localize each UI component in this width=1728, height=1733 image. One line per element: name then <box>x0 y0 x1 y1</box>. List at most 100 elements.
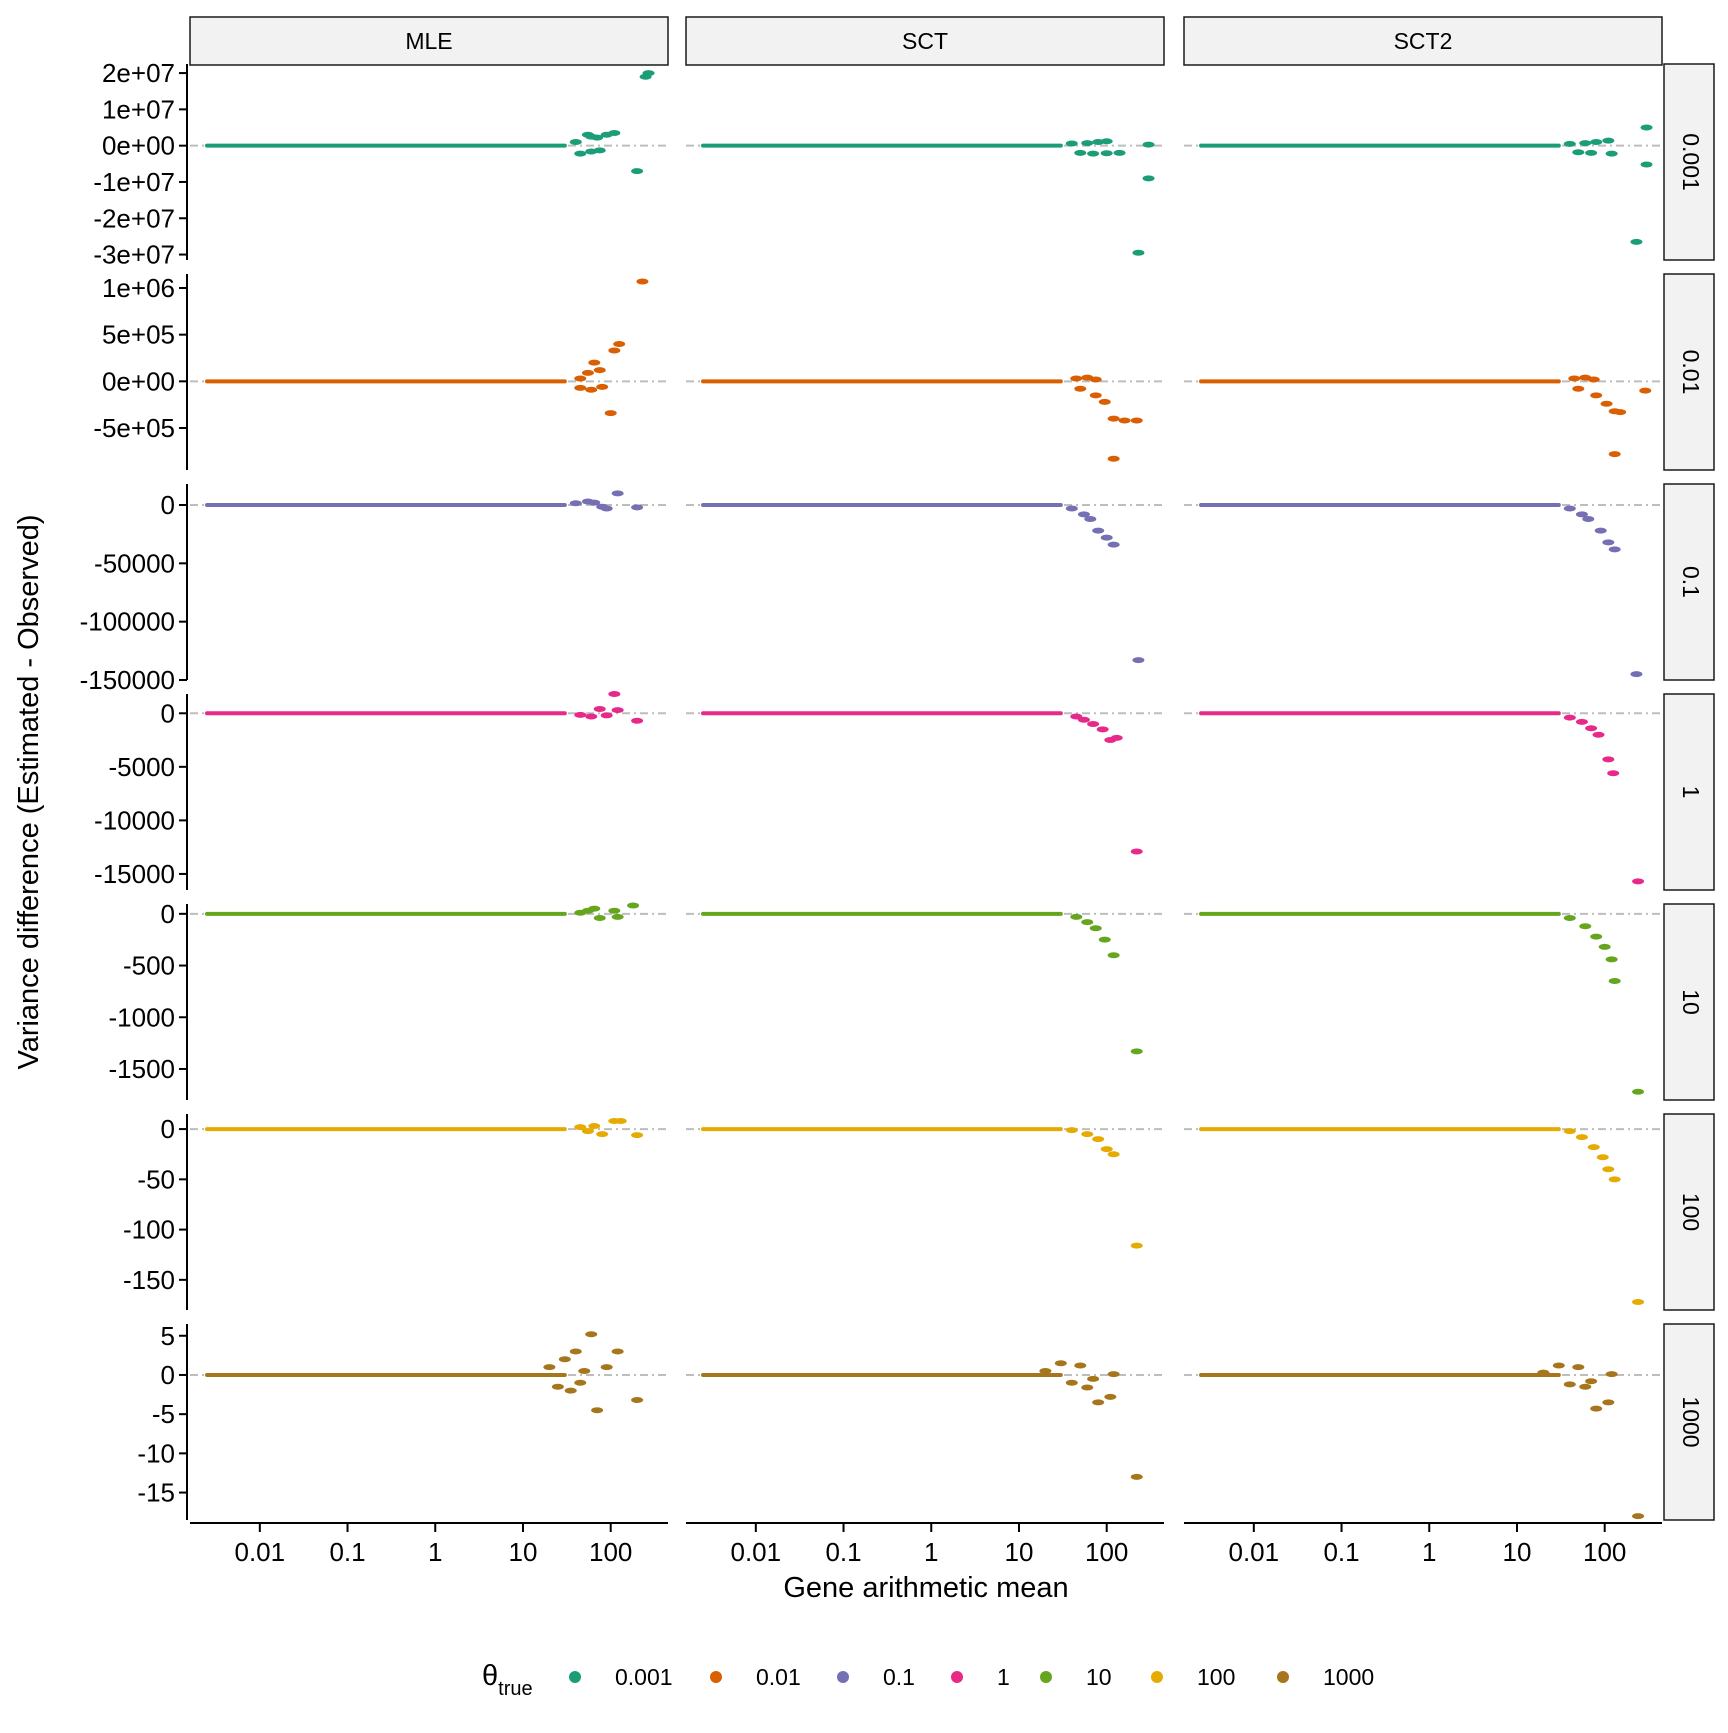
data-point <box>1563 714 1576 721</box>
data-point <box>1563 1381 1576 1388</box>
data-point <box>1107 415 1120 422</box>
row-strip-label: 0.001 <box>1678 133 1704 191</box>
data-point <box>1081 1131 1094 1138</box>
facet-row-0.1: 0.1 0 -50000 -100000 -150000 <box>80 483 1715 695</box>
legend-label: 10 <box>1086 1664 1112 1690</box>
panel-sct2-0.01 <box>1184 374 1662 458</box>
data-point <box>1087 1375 1100 1382</box>
data-point <box>578 1368 591 1375</box>
data-point <box>636 278 649 285</box>
data-point <box>1632 1513 1645 1520</box>
data-point <box>631 168 644 175</box>
row-strip <box>1663 1113 1715 1311</box>
data-point <box>1607 770 1620 777</box>
data-point <box>1605 1371 1618 1378</box>
panel-mle-0.001 <box>190 70 668 175</box>
data-point <box>614 1118 627 1125</box>
legend-key <box>1277 1671 1289 1683</box>
facet-row-1: 1 0 -5000 -10000 -15000 <box>94 691 1715 891</box>
y-tick-label: -150 <box>123 1265 175 1295</box>
x-tick-label: 0.01 <box>235 1537 286 1567</box>
data-point <box>631 1132 644 1139</box>
data-point <box>1614 409 1627 416</box>
data-point <box>611 913 624 920</box>
row-strip-label: 0.1 <box>1678 566 1704 598</box>
data-point <box>1632 1088 1645 1095</box>
data-point <box>608 691 621 697</box>
panel-sct-0.01 <box>686 374 1164 462</box>
column-strip-mle <box>189 16 669 66</box>
y-tick-label: -500 <box>123 951 175 981</box>
data-point <box>588 1123 601 1130</box>
data-point <box>1130 1473 1143 1480</box>
data-point <box>1087 150 1100 157</box>
data-point <box>1092 1399 1105 1406</box>
legend-title-subscript: true <box>498 1678 532 1700</box>
data-point <box>1054 1360 1067 1367</box>
data-point <box>611 490 624 497</box>
panel-sct-1000 <box>686 1360 1164 1480</box>
x-tick-label: 0.1 <box>1323 1537 1359 1567</box>
panel-sct2-0.001 <box>1184 124 1662 245</box>
data-point <box>1065 140 1078 147</box>
data-point <box>1081 1384 1094 1391</box>
row-strip-label: 100 <box>1678 1193 1704 1231</box>
row-strip <box>1663 1323 1715 1521</box>
y-tick-label: 2e+07 <box>102 58 175 88</box>
x-tick-label: 0.1 <box>825 1537 861 1567</box>
y-tick-label: -150000 <box>80 665 175 695</box>
data-point <box>1600 400 1613 407</box>
data-point <box>596 1131 609 1138</box>
data-point <box>1107 541 1120 548</box>
data-point <box>1605 956 1618 963</box>
panel-mle-0.1 <box>190 490 668 512</box>
data-point <box>1575 718 1588 725</box>
data-point <box>611 1348 624 1355</box>
data-point <box>1065 1127 1078 1134</box>
data-point <box>585 1331 598 1338</box>
data-point <box>1142 141 1155 148</box>
data-point <box>611 707 624 714</box>
row-strip-label: 0.01 <box>1678 350 1704 395</box>
data-point <box>1089 392 1102 399</box>
legend-label: 1 <box>997 1664 1010 1690</box>
y-tick-label: 5 <box>161 1321 175 1351</box>
legend-title: θtrue <box>482 1660 533 1700</box>
y-tick-label: -5e+05 <box>93 413 175 443</box>
y-tick-label: 0 <box>161 698 175 728</box>
data-point <box>1602 539 1615 546</box>
panel-sct-10 <box>686 911 1164 1055</box>
data-point <box>585 713 598 720</box>
panel-mle-100 <box>190 1118 668 1139</box>
row-strip <box>1663 903 1715 1101</box>
data-point <box>543 1364 556 1371</box>
data-point <box>574 375 587 382</box>
data-point <box>1074 149 1087 156</box>
x-axis-sct: 0.01 0.1 1 10 100 <box>686 1522 1164 1567</box>
facet-row-100: 100 0 -50 -100 -150 <box>123 1113 1715 1311</box>
data-point <box>1630 671 1643 678</box>
data-point <box>1596 1154 1609 1161</box>
facet-row-1000: 1000 5 0 -5 -10 -15 <box>137 1321 1715 1521</box>
legend-label: 100 <box>1197 1664 1235 1690</box>
data-point <box>1590 1405 1603 1412</box>
row-strip <box>1663 63 1715 261</box>
row-strip-label: 1000 <box>1678 1396 1704 1447</box>
y-tick-label: -2e+07 <box>93 203 175 233</box>
legend-label: 0.1 <box>883 1664 915 1690</box>
data-point <box>1579 140 1592 147</box>
data-point <box>564 1387 577 1394</box>
facet-row-0.001: 0.001 2e+07 1e+07 0e+00 -1e+07 -2e+07 -3e+07 <box>93 58 1715 270</box>
data-point <box>1572 1364 1585 1371</box>
data-point <box>1065 1379 1078 1386</box>
x-tick-label: 100 <box>1085 1537 1128 1567</box>
x-tick-label: 10 <box>509 1537 538 1567</box>
data-point <box>1070 913 1083 920</box>
data-point <box>600 1364 613 1371</box>
data-point <box>1587 1144 1600 1151</box>
data-point <box>1575 1134 1588 1141</box>
data-point <box>1104 1393 1117 1400</box>
data-point <box>1100 138 1113 145</box>
data-point <box>1130 1048 1143 1055</box>
